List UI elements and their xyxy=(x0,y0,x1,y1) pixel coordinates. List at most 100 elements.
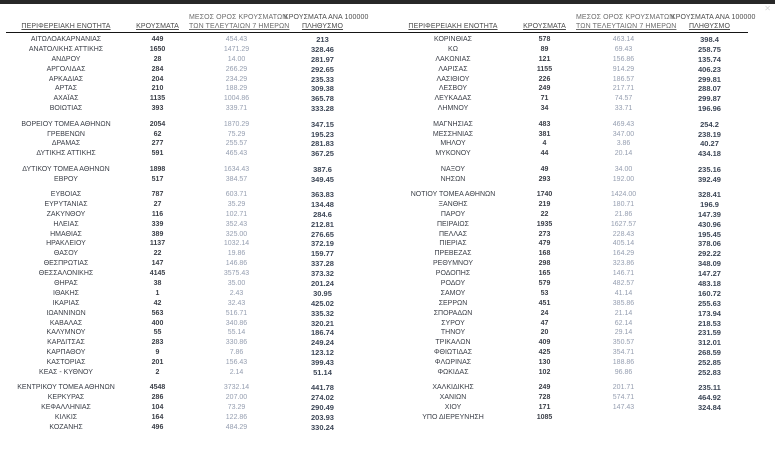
per-100k-cell: 252.83 xyxy=(698,368,721,377)
table-row: ΘΗΡΑΣ 38 35.00 201.24 xyxy=(6,279,361,289)
table-row: ΛΗΜΝΟΥ 34 33.71 196.96 xyxy=(393,104,748,114)
cases-cell: 9 xyxy=(155,349,160,357)
cases-cell: 49 xyxy=(540,165,549,173)
avg-7day-cell: 35.29 xyxy=(227,200,246,208)
cases-cell: 22 xyxy=(153,250,162,258)
table-row: ΑΙΤΩΛΟΑΚΑΡΝΑΝΙΑΣ 449 454.43 213 xyxy=(6,35,361,45)
region-name-cell: ΡΟΔΟΥ xyxy=(440,279,466,287)
region-name-cell: ΚΕΡΚΥΡΑΣ xyxy=(47,394,85,402)
table-row: ΛΕΣΒΟΥ 249 217.71 288.07 xyxy=(393,84,748,94)
per-100k-cell: 268.59 xyxy=(698,348,721,358)
per-100k-cell: 365.78 xyxy=(311,94,334,104)
region-name-cell: ΖΑΚΥΝΘΟΥ xyxy=(46,210,86,218)
per-100k-cell: 258.75 xyxy=(698,44,721,54)
avg-7day-cell: 14.00 xyxy=(227,55,246,63)
per-100k-cell: 40.27 xyxy=(700,139,719,149)
per-100k-cell: 347.15 xyxy=(311,119,334,129)
table-row: ΥΠΟ ΔΙΕΡΕΥΝΗΣΗ 1085 xyxy=(393,413,748,423)
avg-7day-cell: 454.43 xyxy=(225,36,248,43)
region-name-cell: ΛΕΥΚΑΔΑΣ xyxy=(434,95,472,103)
per-100k-cell: 235.16 xyxy=(698,164,721,174)
cases-cell: 578 xyxy=(538,36,551,43)
table-row: ΛΑΣΙΘΙΟΥ 226 186.57 299.81 xyxy=(393,75,748,85)
table-row: ΧΑΛΚΙΔΙΚΗΣ 249 201.71 235.11 xyxy=(393,383,748,393)
table-row: ΣΑΜΟΥ 53 41.14 160.72 xyxy=(393,289,748,299)
cases-cell: 409 xyxy=(538,339,551,347)
per-100k-cell: 249.24 xyxy=(311,338,334,348)
cases-cell: 130 xyxy=(538,359,551,367)
avg-7day-cell: 19.86 xyxy=(227,250,246,258)
table-row: ΘΕΣΠΡΩΤΙΑΣ 147 146.86 337.28 xyxy=(6,259,361,269)
avg-7day-cell: 340.86 xyxy=(225,319,248,327)
cases-cell: 44 xyxy=(540,150,549,158)
per-100k-cell: 255.63 xyxy=(698,298,721,308)
cases-cell: 249 xyxy=(538,85,551,93)
window-top-bar xyxy=(0,0,775,4)
table-row: ΡΟΔΟΠΗΣ 165 146.71 147.27 xyxy=(393,269,748,279)
table-row: ΚΟΡΙΝΘΙΑΣ 578 463.14 398.4 xyxy=(393,35,748,45)
region-name-cell: ΚΑΡΠΑΘΟΥ xyxy=(46,349,86,357)
cases-cell: 2 xyxy=(155,369,160,376)
table-row: ΕΥΡΥΤΑΝΙΑΣ 27 35.29 134.48 xyxy=(6,200,361,210)
per-100k-cell: 349.45 xyxy=(311,174,334,184)
region-name-cell: ΙΘΑΚΗΣ xyxy=(53,289,79,297)
cases-cell: 400 xyxy=(151,319,164,327)
cases-cell: 55 xyxy=(153,329,162,337)
region-name-cell: ΑΙΤΩΛΟΑΚΑΡΝΑΝΙΑΣ xyxy=(30,36,102,43)
cases-cell: 1155 xyxy=(536,65,553,73)
cases-cell: 1898 xyxy=(149,165,166,173)
avg-7day-cell: 465.43 xyxy=(225,150,248,158)
avg-7day-cell: 1627.57 xyxy=(610,220,637,228)
region-name-cell: ΠΡΕΒΕΖΑΣ xyxy=(434,250,472,258)
avg-7day-cell: 234.29 xyxy=(225,75,248,83)
region-name-cell: ΕΥΡΥΤΑΝΙΑΣ xyxy=(44,200,88,208)
cases-cell: 219 xyxy=(538,200,551,208)
region-name-cell: ΚΑΣΤΟΡΙΑΣ xyxy=(46,359,86,367)
region-name-cell: ΦΩΚΙΔΑΣ xyxy=(437,369,469,376)
table-row: ΕΒΡΟΥ 517 384.57 349.45 xyxy=(6,175,361,185)
column-header-cases: ΚΡΟΥΣΜΑΤΑ xyxy=(523,23,566,30)
avg-7day-cell: 3.86 xyxy=(616,140,631,148)
cases-cell: 42 xyxy=(153,299,162,307)
per-100k-cell: 372.19 xyxy=(311,239,334,249)
avg-7day-cell: 20.14 xyxy=(614,150,633,158)
per-100k-cell: 299.81 xyxy=(698,74,721,84)
table-row: ΙΚΑΡΙΑΣ 42 32.43 425.02 xyxy=(6,299,361,309)
avg-7day-cell: 96.86 xyxy=(614,369,633,376)
avg-7day-cell: 603.71 xyxy=(225,190,248,198)
region-name-cell: ΘΕΣΣΑΛΟΝΙΚΗΣ xyxy=(38,270,94,278)
per-100k-cell: 337.28 xyxy=(311,259,334,269)
region-name-cell: ΑΝΔΡΟΥ xyxy=(51,55,81,63)
per-100k-cell: 195.45 xyxy=(698,229,721,239)
cases-cell: 496 xyxy=(151,423,164,431)
region-name-cell: ΣΑΜΟΥ xyxy=(440,289,466,297)
cases-cell: 273 xyxy=(538,230,551,238)
avg-7day-cell: 255.57 xyxy=(225,140,248,148)
region-name-cell: ΔΥΤΙΚΟΥ ΤΟΜΕΑ ΑΘΗΝΩΝ xyxy=(22,165,110,173)
region-name-cell: ΚΕΑΣ - ΚΥΘΝΟΥ xyxy=(39,369,93,376)
table-row: ΠΕΙΡΑΙΩΣ 1935 1627.57 430.96 xyxy=(393,220,748,230)
per-100k-cell: 333.28 xyxy=(311,104,334,114)
report-page: ΠΕΡΙΦΕΡΕΙΑΚΗ ΕΝΟΤΗΤΑ ΚΡΟΥΣΜΑΤΑ ΜΕΣΟΣ ΟΡΟ… xyxy=(0,4,775,433)
avg-7day-cell: 3732.14 xyxy=(223,384,250,392)
cases-cell: 27 xyxy=(153,200,162,208)
per-100k-cell: 309.38 xyxy=(311,84,334,94)
region-name-cell: ΗΜΑΘΙΑΣ xyxy=(50,230,82,238)
region-name-cell: ΜΕΣΣΗΝΙΑΣ xyxy=(432,130,474,138)
close-icon[interactable]: ✕ xyxy=(764,4,771,13)
region-name-cell: ΔΡΑΜΑΣ xyxy=(51,140,81,148)
avg-7day-cell: 516.71 xyxy=(225,309,248,317)
table-row: ΛΑΚΩΝΙΑΣ 121 156.86 135.74 xyxy=(393,55,748,65)
avg-7day-cell: 75.29 xyxy=(227,130,246,138)
region-name-cell: ΚΟΡΙΝΘΙΑΣ xyxy=(434,36,472,43)
per-100k-cell: 201.24 xyxy=(311,278,334,288)
avg-7day-cell: 122.86 xyxy=(225,414,248,422)
table-row: ΦΘΙΩΤΙΔΑΣ 425 354.71 268.59 xyxy=(393,348,748,358)
avg-7day-cell: 323.86 xyxy=(612,260,635,268)
cases-cell: 286 xyxy=(151,394,164,402)
column-header-per-100k: ΚΡΟΥΣΜΑΤΑ ΑΝΑ 100000 ΠΛΗΘΥΣΜΟ xyxy=(284,14,369,30)
table-row: ΙΘΑΚΗΣ 1 2.43 30.95 xyxy=(6,289,361,299)
region-name-cell: ΘΗΡΑΣ xyxy=(54,279,78,287)
table-row: ΗΛΕΙΑΣ 339 352.43 212.81 xyxy=(6,220,361,230)
avg-7day-cell: 3575.43 xyxy=(223,270,250,278)
